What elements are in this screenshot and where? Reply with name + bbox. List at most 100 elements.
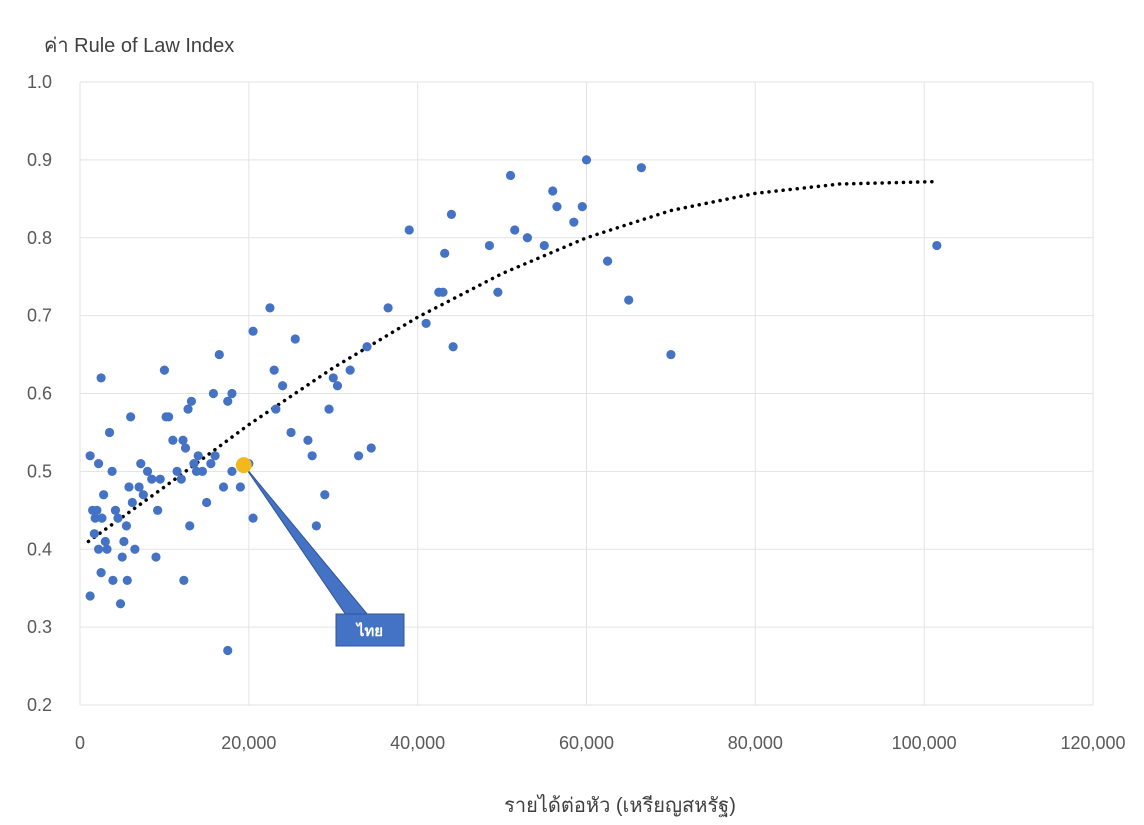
- data-point: [552, 202, 562, 212]
- data-point: [522, 233, 533, 243]
- data-point: [278, 381, 288, 391]
- x-tick-label: 40,000: [390, 733, 445, 753]
- x-tick-label: 60,000: [559, 733, 614, 753]
- data-point: [107, 466, 117, 476]
- y-tick-label: 0.5: [27, 461, 52, 481]
- y-axis-title: ค่า Rule of Law Index: [44, 35, 234, 57]
- data-point: [151, 552, 161, 562]
- x-tick-label: 0: [75, 733, 85, 753]
- data-point: [126, 412, 136, 422]
- data-point: [100, 536, 110, 547]
- data-point: [117, 552, 127, 562]
- data-point: [202, 497, 212, 508]
- data-point: [324, 404, 334, 414]
- data-point: [223, 396, 233, 406]
- data-point: [130, 544, 140, 554]
- data-point: [208, 388, 218, 399]
- data-point: [189, 458, 199, 469]
- data-point: [577, 202, 587, 212]
- data-point: [210, 451, 220, 461]
- data-point: [136, 458, 146, 469]
- data-point: [569, 217, 579, 227]
- data-point: [110, 505, 121, 515]
- data-point: [115, 599, 126, 609]
- grid-lines: [79, 81, 1094, 706]
- y-tick-label: 0.2: [27, 695, 52, 715]
- highlight-point: [235, 457, 252, 474]
- data-point: [104, 427, 115, 438]
- y-tick-label: 0.7: [27, 306, 52, 326]
- data-point: [438, 287, 448, 297]
- data-point: [178, 435, 188, 445]
- data-point: [666, 349, 676, 360]
- data-point: [286, 427, 296, 438]
- data-point: [320, 490, 330, 500]
- data-point: [96, 568, 106, 578]
- data-point: [197, 466, 208, 476]
- data-point: [223, 645, 233, 656]
- data-point: [176, 474, 186, 484]
- data-points: [85, 155, 942, 656]
- data-point: [85, 591, 95, 601]
- data-point: [164, 412, 174, 422]
- data-point: [311, 521, 321, 531]
- data-point: [121, 521, 132, 531]
- data-point: [332, 381, 343, 391]
- y-tick-label: 1.0: [27, 72, 52, 92]
- data-point: [440, 248, 450, 258]
- x-tick-label: 20,000: [221, 733, 276, 753]
- callout-label: ไทย: [355, 621, 383, 640]
- data-point: [119, 536, 129, 547]
- y-axis-ticks: 0.2 0.3 0.4 0.5 0.6 0.7 0.8 0.9 1.0: [27, 72, 52, 715]
- data-point: [93, 544, 104, 554]
- trendline: [86, 179, 935, 544]
- data-point: [265, 303, 275, 313]
- data-point: [493, 287, 503, 297]
- y-tick-label: 0.3: [27, 617, 52, 637]
- data-point: [581, 155, 592, 165]
- data-point: [96, 373, 106, 383]
- data-point: [159, 365, 170, 375]
- x-axis-ticks: 0 20,000 40,000 60,000 80,000 100,000 120,000: [75, 733, 1126, 753]
- y-tick-label: 0.6: [27, 384, 52, 404]
- data-point: [421, 318, 431, 329]
- data-point: [271, 404, 281, 414]
- data-point: [290, 334, 300, 344]
- data-point: [186, 396, 197, 406]
- highlight-group: ไทย: [235, 457, 405, 647]
- data-point: [85, 451, 95, 461]
- data-point: [134, 482, 144, 492]
- data-point: [92, 505, 102, 515]
- data-point: [383, 303, 393, 313]
- data-point: [183, 404, 193, 414]
- data-point: [328, 373, 338, 383]
- data-point: [206, 458, 216, 469]
- data-point: [603, 256, 613, 266]
- data-point: [127, 497, 137, 508]
- data-point: [155, 474, 165, 484]
- data-point: [636, 163, 646, 173]
- data-point: [124, 482, 134, 492]
- data-point: [113, 513, 123, 523]
- x-tick-label: 80,000: [728, 733, 783, 753]
- data-point: [122, 575, 132, 586]
- data-point: [345, 365, 355, 375]
- data-point: [153, 505, 163, 515]
- data-point: [147, 474, 157, 484]
- trendline-path: [86, 179, 935, 544]
- data-point: [484, 240, 495, 251]
- y-tick-label: 0.9: [27, 150, 52, 170]
- data-point: [448, 342, 458, 352]
- data-point: [269, 365, 279, 375]
- data-point: [108, 575, 118, 586]
- x-tick-label: 100,000: [892, 733, 957, 753]
- callout-box: [335, 613, 405, 647]
- data-point: [932, 240, 942, 251]
- data-point: [446, 209, 457, 219]
- data-point: [193, 451, 203, 461]
- data-point: [179, 575, 189, 586]
- data-point: [172, 466, 182, 476]
- x-tick-label: 120,000: [1060, 733, 1125, 753]
